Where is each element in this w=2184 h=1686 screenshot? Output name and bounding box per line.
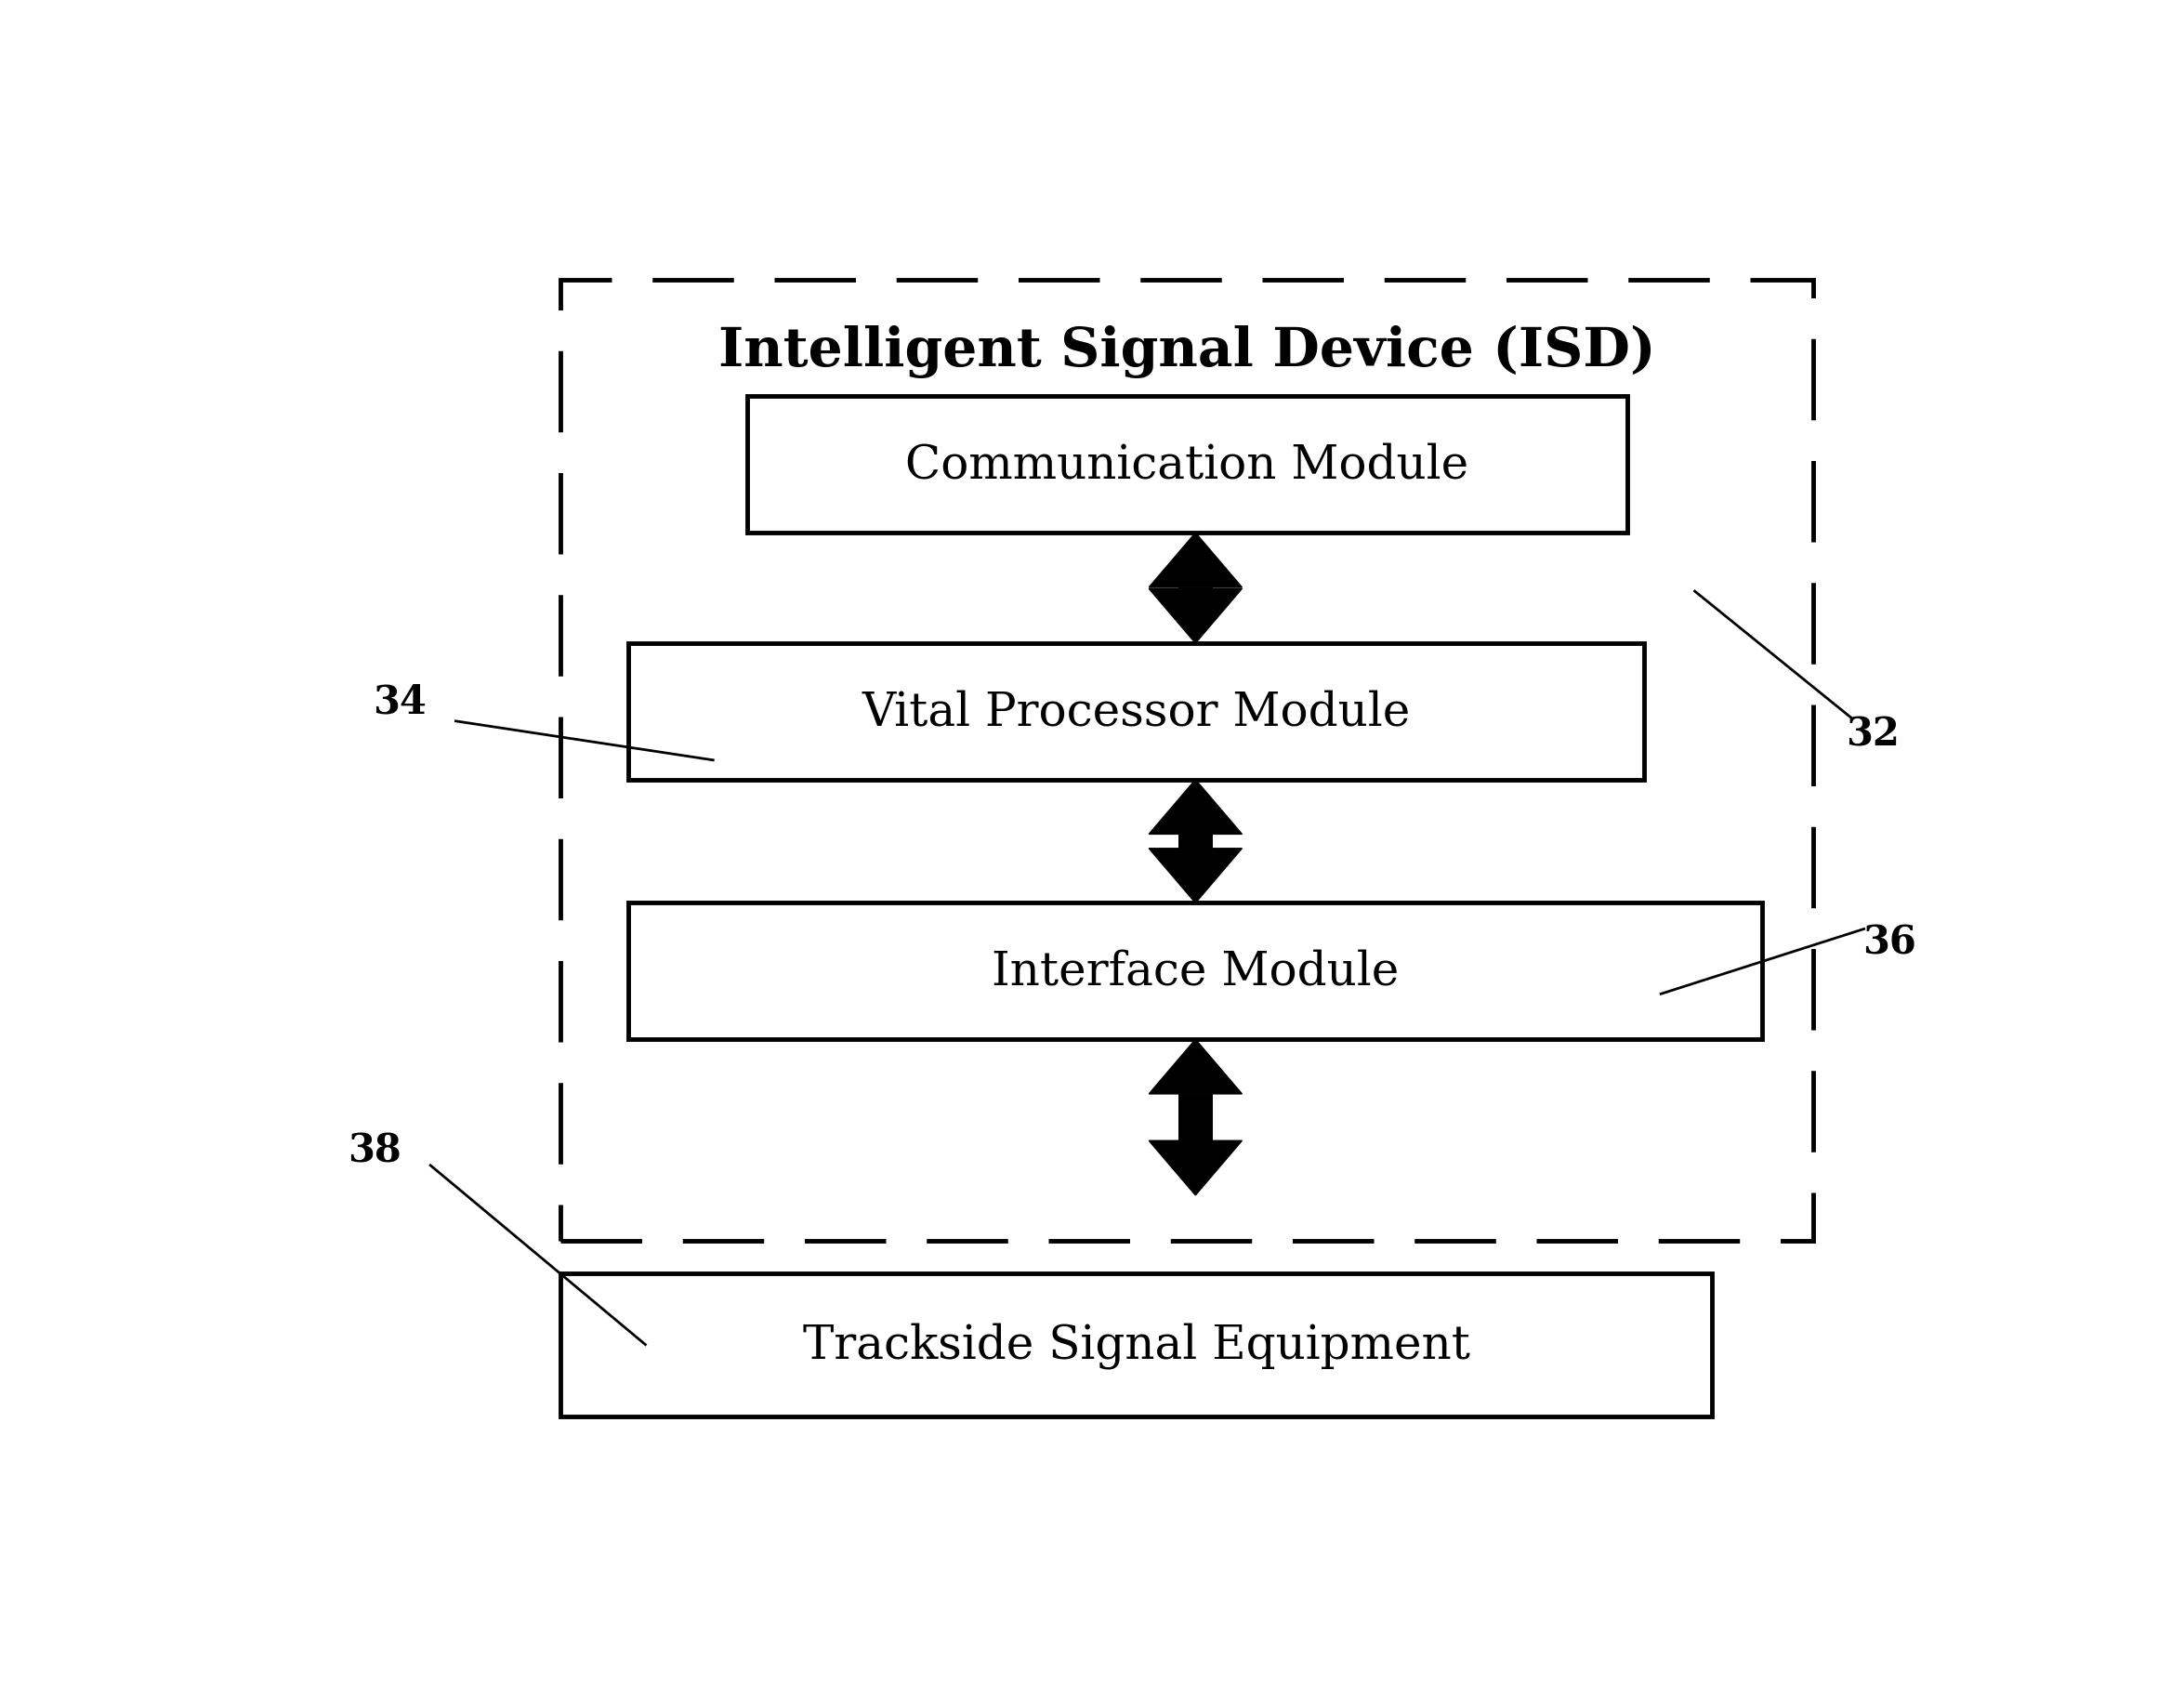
Text: 32: 32 <box>1845 715 1900 754</box>
Text: 36: 36 <box>1863 922 1915 961</box>
Text: 38: 38 <box>347 1131 402 1170</box>
Bar <box>1179 835 1212 848</box>
Text: Intelligent Signal Device (ISD): Intelligent Signal Device (ISD) <box>719 325 1655 378</box>
Bar <box>561 280 1813 1241</box>
Bar <box>1179 1094 1212 1141</box>
Polygon shape <box>1149 533 1243 588</box>
Text: Trackside Signal Equipment: Trackside Signal Equipment <box>802 1322 1470 1367</box>
Bar <box>747 398 1627 533</box>
Polygon shape <box>1149 781 1243 835</box>
Text: Vital Processor Module: Vital Processor Module <box>863 690 1411 735</box>
Polygon shape <box>1149 1141 1243 1195</box>
Bar <box>629 644 1645 781</box>
Polygon shape <box>1149 588 1243 644</box>
Polygon shape <box>1149 1040 1243 1094</box>
Text: Interface Module: Interface Module <box>992 949 1400 995</box>
Bar <box>561 1273 1712 1416</box>
Polygon shape <box>1149 848 1243 904</box>
Text: Communication Module: Communication Module <box>906 442 1468 489</box>
Text: 34: 34 <box>373 683 426 722</box>
Bar <box>629 904 1762 1040</box>
